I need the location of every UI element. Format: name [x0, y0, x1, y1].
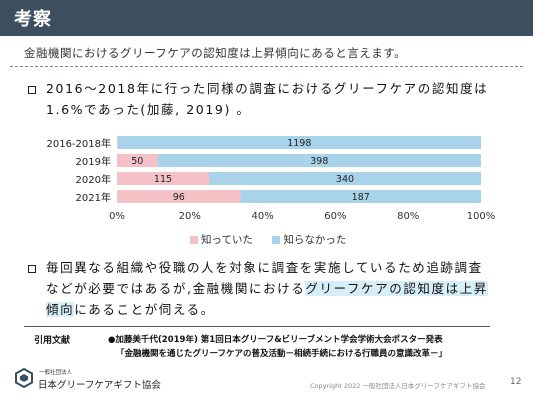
data-label: 1198	[287, 138, 311, 149]
legend-item-unknown: 知らなかった	[272, 232, 346, 247]
category-label: 2016-2018年	[46, 137, 111, 150]
x-tick-label: 60%	[324, 211, 346, 222]
subtitle-divider	[10, 66, 523, 67]
slide-title: 考察	[14, 9, 52, 30]
bar-segment	[240, 190, 481, 203]
x-tick-label: 100%	[467, 211, 496, 222]
bar-segment	[117, 154, 158, 167]
legend-label-unknown: 知らなかった	[283, 234, 347, 246]
point2-line2: などが必要ではあるが,金融機関におけるグリーフケアの認知度は上昇	[46, 278, 488, 299]
data-label: 187	[352, 192, 370, 203]
category-label: 2019年	[76, 155, 111, 168]
legend-swatch-unknown	[272, 236, 281, 244]
category-label: 2021年	[76, 191, 111, 204]
bar-segment	[209, 172, 481, 185]
bar-segment	[117, 136, 482, 149]
data-label: 96	[173, 192, 185, 203]
reference-citation: ●加藤美千代(2019年) 第1回日本グリーフ&ビリーブメント学会学術大会ポスタ…	[108, 335, 443, 345]
reference-title: 「金融機関を通じたグリーフケアの普及活動－相続手続における行職員の意識改革－」	[116, 349, 447, 359]
point2-line3: 傾向にあることが伺える。	[46, 299, 215, 320]
data-label: 50	[131, 156, 143, 167]
org-logo-icon	[15, 368, 33, 388]
point2-line3-plain: にあることが伺える。	[74, 302, 215, 317]
reference-divider	[24, 326, 490, 327]
bar-segment	[117, 172, 209, 185]
point2-line2-highlight: グリーフケアの認知度は上昇	[305, 281, 488, 296]
org-name: 日本グリーフケアギフト協会	[38, 380, 161, 391]
bar-segment	[157, 154, 481, 167]
legend-item-known: 知っていた	[190, 232, 253, 247]
x-tick-label: 80%	[397, 211, 419, 222]
data-label: 115	[154, 174, 172, 185]
bar-segment	[117, 136, 118, 149]
reference-label: 引用文献	[34, 336, 71, 346]
bar-segment	[117, 190, 241, 203]
slide-header: 考察	[0, 0, 533, 36]
awareness-bar-chart: 2016-2018年211982019年503982020年1153402021…	[46, 136, 496, 222]
data-label: 398	[310, 156, 328, 167]
copyright-text: Copyright 2022 一般社団法人日本グリーフケアギフト協会	[310, 382, 486, 390]
point1-line1: 2016～2018年に行った同様の調査におけるグリーフケアの認知度は	[46, 81, 489, 96]
x-tick-label: 40%	[251, 211, 273, 222]
point2-line3-highlight: 傾向	[46, 302, 75, 317]
bullet-square-icon	[28, 86, 36, 94]
legend-label-known: 知っていた	[201, 234, 253, 246]
bullet-square-icon	[28, 265, 36, 273]
point2-line1: 毎回異なる組織や役職の人を対象に調査を実施しているため追跡調査	[46, 260, 483, 275]
point2-line2-plain: などが必要ではあるが,金融機関における	[46, 281, 306, 296]
point1-line2: 1.6%であった(加藤, 2019) 。	[46, 102, 251, 117]
data-label: 340	[336, 174, 354, 185]
x-tick-label: 20%	[179, 211, 201, 222]
slide-subtitle: 金融機関におけるグリーフケアの認知度は上昇傾向にあると言えます。	[24, 46, 407, 60]
category-label: 2020年	[76, 173, 111, 186]
org-type: 一般社団法人	[39, 370, 73, 376]
page-number: 12	[510, 377, 522, 387]
legend-swatch-known	[190, 236, 198, 244]
chart-legend: 知っていた 知らなかった	[190, 232, 362, 247]
x-tick-label: 0%	[109, 211, 125, 222]
